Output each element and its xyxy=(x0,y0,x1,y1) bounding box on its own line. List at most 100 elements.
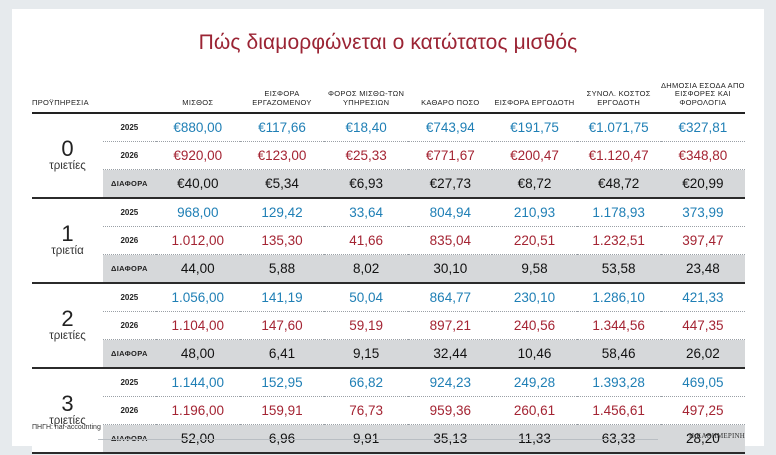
cell-public-revenue: 397,47 xyxy=(660,226,745,255)
year-label: 2025 xyxy=(102,283,156,312)
cell-salary: 1.196,00 xyxy=(155,396,240,425)
cell-total-cost: 1.232,51 xyxy=(576,226,661,255)
cell-employee-contrib: 152,95 xyxy=(239,368,325,397)
group-label: 2 τριετίες xyxy=(32,283,103,369)
col-header-experience: ΠΡΟΫΠΗΡΕΣΙΑ xyxy=(32,67,156,114)
table-row: 2 τριετίες 2025 1.056,00 141,19 50,04 86… xyxy=(32,283,745,369)
table-row-difference: ΔΙΑΦΟΡΑ 52,00 6,96 9,91 35,13 11,33 63,3… xyxy=(32,424,745,454)
source-note: ΠΗΓΗ: naf-accounting xyxy=(32,424,101,431)
cell-net: 959,36 xyxy=(408,396,493,425)
group-unit: τριετίες xyxy=(49,160,86,172)
year-label: 2025 xyxy=(102,198,156,227)
cell-services-tax: 41,66 xyxy=(324,226,409,255)
cell-employer-contrib: 260,61 xyxy=(492,396,577,425)
year-label: 2026 xyxy=(102,396,156,425)
cell-net: 897,21 xyxy=(408,311,493,340)
table-row: 2026 1.196,00 159,91 76,73 959,36 260,61… xyxy=(32,396,745,425)
cell-employee-contrib: 147,60 xyxy=(239,311,325,340)
year-label: 2026 xyxy=(102,226,156,255)
cell-net: 864,77 xyxy=(408,283,493,312)
group-number: 0 xyxy=(61,136,74,161)
cell-salary: 1.144,00 xyxy=(155,368,240,397)
cell-public-revenue: 26,02 xyxy=(660,339,745,369)
table-row: 3 τριετίες 2025 1.144,00 152,95 66,82 92… xyxy=(32,368,745,454)
difference-label: ΔΙΑΦΟΡΑ xyxy=(102,254,156,284)
cell-employer-contrib: €191,75 xyxy=(492,113,577,142)
group-unit: τριετία xyxy=(51,245,84,257)
table-row: 1 τριετία 2025 968,00 129,42 33,64 804,9… xyxy=(32,198,745,284)
cell-employee-contrib: 135,30 xyxy=(239,226,325,255)
col-header-net: ΚΑΘΑΡΟ ΠΟΣΟ xyxy=(408,67,493,114)
cell-employer-contrib: 210,93 xyxy=(492,198,577,227)
publisher-brand: Η ΚΑΘΗΜΕΡΙΝΗ xyxy=(689,432,745,440)
cell-net: 924,23 xyxy=(408,368,493,397)
group-number: 1 xyxy=(61,221,74,246)
cell-employee-contrib: 6,41 xyxy=(239,339,325,369)
cell-public-revenue: €20,99 xyxy=(660,169,745,199)
cell-services-tax: 33,64 xyxy=(324,198,409,227)
cell-public-revenue: 421,33 xyxy=(660,283,745,312)
group-unit: τριετίες xyxy=(49,415,86,427)
cell-employer-contrib: 240,56 xyxy=(492,311,577,340)
table-row-difference: ΔΙΑΦΟΡΑ 48,00 6,41 9,15 32,44 10,46 58,4… xyxy=(32,339,745,369)
header-row: ΠΡΟΫΠΗΡΕΣΙΑ ΜΙΣΘΟΣ ΕΙΣΦΟΡΑ ΕΡΓΑΖΟΜΕΝΟΥ Φ… xyxy=(32,67,745,114)
page-title: Πώς διαμορφώνεται ο κατώτατος μισθός xyxy=(198,31,578,54)
cell-public-revenue: 373,99 xyxy=(660,198,745,227)
cell-net: €771,67 xyxy=(408,141,493,170)
infographic-card: Πώς διαμορφώνεται ο κατώτατος μισθός ΠΡΟ… xyxy=(12,9,764,454)
cell-employee-contrib: 159,91 xyxy=(239,396,325,425)
cell-services-tax: 59,19 xyxy=(324,311,409,340)
cell-salary: €40,00 xyxy=(155,169,240,199)
cell-employee-contrib: €5,34 xyxy=(239,169,325,199)
cell-total-cost: 1.344,56 xyxy=(576,311,661,340)
cell-employee-contrib: 5,88 xyxy=(239,254,325,284)
cell-services-tax: 50,04 xyxy=(324,283,409,312)
cell-salary: 48,00 xyxy=(155,339,240,369)
cell-services-tax: 9,15 xyxy=(324,339,409,369)
cell-employee-contrib: 141,19 xyxy=(239,283,325,312)
cell-net: 30,10 xyxy=(408,254,493,284)
col-header-salary: ΜΙΣΘΟΣ xyxy=(155,67,240,114)
cell-total-cost: €1.120,47 xyxy=(576,141,661,170)
cell-employee-contrib: €117,66 xyxy=(239,113,325,142)
cell-salary: 1.056,00 xyxy=(155,283,240,312)
cell-salary: €920,00 xyxy=(155,141,240,170)
cell-employer-contrib: 220,51 xyxy=(492,226,577,255)
salary-table: ΠΡΟΫΠΗΡΕΣΙΑ ΜΙΣΘΟΣ ΕΙΣΦΟΡΑ ΕΡΓΑΖΟΜΕΝΟΥ Φ… xyxy=(32,67,745,454)
cell-salary: 1.012,00 xyxy=(155,226,240,255)
cell-public-revenue: 497,25 xyxy=(660,396,745,425)
group-number: 2 xyxy=(61,306,74,331)
cell-employer-contrib: €200,47 xyxy=(492,141,577,170)
group-unit: τριετίες xyxy=(49,330,86,342)
col-header-services-tax: ΦΟΡΟΣ ΜΙΣΘΩ-ΤΩΝ ΥΠΗΡΕΣΙΩΝ xyxy=(324,67,409,114)
table-row: 2026 €920,00 €123,00 €25,33 €771,67 €200… xyxy=(32,141,745,170)
year-label: 2025 xyxy=(102,368,156,397)
cell-employer-contrib: 9,58 xyxy=(492,254,577,284)
cell-services-tax: 76,73 xyxy=(324,396,409,425)
difference-label: ΔΙΑΦΟΡΑ xyxy=(102,339,156,369)
cell-net: 835,04 xyxy=(408,226,493,255)
cell-total-cost: €1.071,75 xyxy=(576,113,661,142)
col-header-total-cost: ΣΥΝΟΛ. ΚΟΣΤΟΣ ΕΡΓΟΔΟΤΗ xyxy=(576,67,661,114)
group-label: 3 τριετίες xyxy=(32,368,103,454)
cell-employer-contrib: 230,10 xyxy=(492,283,577,312)
cell-total-cost: 1.393,28 xyxy=(576,368,661,397)
cell-total-cost: 53,58 xyxy=(576,254,661,284)
group-number: 3 xyxy=(61,391,74,416)
cell-total-cost: €48,72 xyxy=(576,169,661,199)
cell-salary: €880,00 xyxy=(155,113,240,142)
table-row-difference: ΔΙΑΦΟΡΑ €40,00 €5,34 €6,93 €27,73 €8,72 … xyxy=(32,169,745,199)
col-header-employee-contrib: ΕΙΣΦΟΡΑ ΕΡΓΑΖΟΜΕΝΟΥ xyxy=(239,67,325,114)
cell-public-revenue: 28,20 xyxy=(660,424,745,454)
table-row-difference: ΔΙΑΦΟΡΑ 44,00 5,88 8,02 30,10 9,58 53,58… xyxy=(32,254,745,284)
cell-net: €27,73 xyxy=(408,169,493,199)
cell-employee-contrib: 129,42 xyxy=(239,198,325,227)
cell-total-cost: 1.456,61 xyxy=(576,396,661,425)
table-row: 0 τριετίες 2025 €880,00 €117,66 €18,40 €… xyxy=(32,113,745,199)
cell-public-revenue: €327,81 xyxy=(660,113,745,142)
cell-services-tax: €6,93 xyxy=(324,169,409,199)
group-label: 1 τριετία xyxy=(32,198,103,284)
cell-services-tax: 66,82 xyxy=(324,368,409,397)
cell-employee-contrib: €123,00 xyxy=(239,141,325,170)
cell-total-cost: 1.178,93 xyxy=(576,198,661,227)
